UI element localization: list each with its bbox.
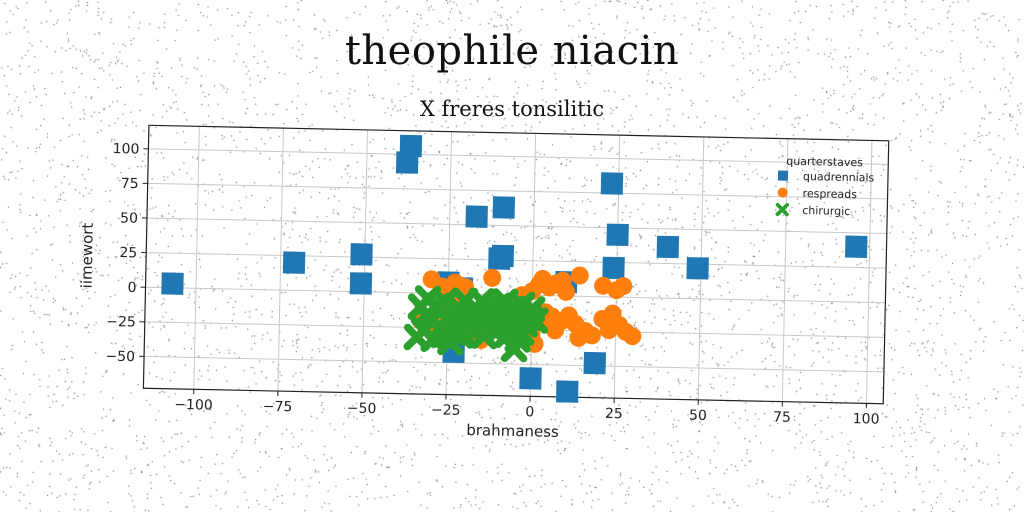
x-tick-label: 25 [605,406,623,422]
data-point [845,235,868,258]
grid-lines [144,126,889,404]
grid-line-y [148,148,889,165]
legend-marker [777,170,789,181]
legend-title: quarterstaves [786,155,863,170]
data-point [349,272,373,295]
x-tick-label: −25 [431,402,461,419]
x-tick-label: −75 [263,399,293,416]
data-point [465,205,488,228]
plot-group: −100 −75 −50 −25 0 25 50 75 100 −50 −25 0 25 50 75 100… [77,124,890,441]
data-point [606,223,629,247]
data-point [468,287,496,315]
legend-marker [777,187,788,198]
legend-label: respreads [802,187,857,201]
data-point [600,172,624,195]
data-point [556,380,579,403]
chart-subtitle: X freres tonsilitic [419,97,605,121]
x-tick-label: 50 [689,408,707,424]
data-point [483,268,502,287]
series-quadrennials [161,134,868,403]
legend-marker [775,202,790,217]
grid-line-x [193,126,200,390]
plot-frame [142,124,890,405]
x-tick-label: 100 [853,411,880,428]
grid-line-x [277,128,284,392]
data-point [395,151,419,174]
data-point [533,269,552,288]
x-tick-label: −50 [347,401,377,418]
data-point [686,257,709,280]
x-axis-label: brahmaness [466,421,559,441]
data-point [492,196,516,219]
x-tick-label: −100 [174,397,213,414]
data-point [500,335,528,363]
data-point [491,288,519,316]
data-point [161,272,184,295]
chart-title: theophile niacin [344,28,680,74]
data-point [491,244,515,268]
legend-items: quadrennials respreads chirurgic [775,170,875,218]
data-point [556,282,575,301]
data-point [350,243,373,266]
y-axis-label: iimewort [77,222,96,288]
y-ticks: −50 −25 0 25 50 75 100 [105,141,149,366]
data-point [519,367,542,390]
data-point [282,251,306,274]
data-point [602,256,625,280]
data-point [414,285,442,313]
data-point [656,235,680,259]
y-tick-label: 0 [127,280,136,296]
legend-label: chirurgic [802,204,850,218]
y-tick-label: 100 [113,141,140,158]
series-chirurgic [403,285,549,363]
y-tick-label: 75 [121,176,139,192]
data-point [570,266,589,285]
grid-line-x [865,140,873,404]
grid-line-x [781,138,789,402]
grid-line-y [147,182,888,200]
data-point [614,277,633,296]
data-point [470,322,498,350]
y-tick-label: −50 [105,349,135,366]
x-ticks: −100 −75 −50 −25 0 25 50 75 100 [174,389,880,428]
data-point [583,351,606,375]
legend: quarterstaves quadrennials respreads chiru… [775,155,875,218]
grid-line-y [146,252,887,269]
data-point [582,326,601,345]
y-tick-label: −25 [106,314,136,331]
data-point [623,327,642,346]
x-tick-label: 75 [773,409,791,425]
grid-line-x [529,133,537,397]
y-tick-label: 25 [119,245,137,261]
x-tick-label: 0 [525,404,534,420]
grid-line-y [146,217,887,235]
data-point [599,321,618,340]
legend-label: quadrennials [803,170,875,184]
grid-line-y [144,355,884,373]
y-tick-label: 50 [120,210,138,226]
data-points [161,134,868,403]
